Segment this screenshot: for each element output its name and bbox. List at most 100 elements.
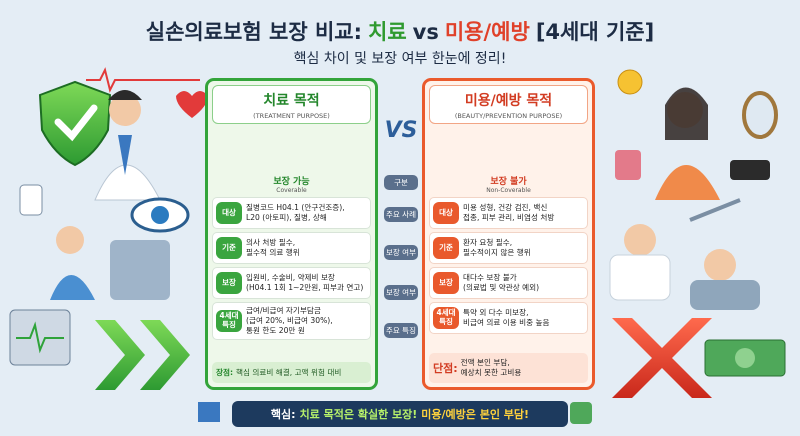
title-beauty: 미용/예방: [444, 20, 530, 44]
row-text: 대다수 보장 불가 (의료법 및 약관상 예외): [463, 273, 539, 293]
syringe: [689, 198, 741, 222]
doctor-coat: [94, 164, 161, 201]
info-row: 4세대 특징 급여/비급여 자기부담금 (급여 20%, 비급여 30%), 통원 한…: [212, 302, 371, 340]
coin: [617, 69, 643, 95]
row-line: 필수적이지 않은 행위: [463, 248, 531, 257]
row-label: 4세대 특징: [216, 309, 242, 332]
row-line: (H04.1 1회 1~2만원, 피부과 연고): [246, 283, 364, 292]
chevron: [95, 320, 145, 390]
money-mark: [735, 348, 755, 368]
info-row: 대상 미용 성형, 건강 검진, 백신 접종, 피부 관리, 비염성 처방: [429, 197, 588, 229]
doctor-hair: [108, 90, 142, 100]
panel-header: 미용/예방 목적 (BEAUTY/PREVENTION PURPOSE): [429, 85, 588, 124]
row-text: 미용 성형, 건강 검진, 백신 접종, 피부 관리, 비염성 처방: [463, 203, 554, 223]
panel-title: 치료 목적: [263, 93, 320, 109]
monitor-line: [16, 321, 64, 354]
chevron: [140, 320, 190, 390]
patient-body: [50, 275, 95, 300]
row-line: 미용 성형, 건강 검진, 백신: [463, 203, 548, 213]
woman-hair: [665, 87, 708, 140]
doctor-tie: [118, 135, 132, 175]
subtitle: 핵심 차이 및 보장 여부 한눈에 정리!: [293, 51, 507, 67]
shield: [38, 80, 112, 167]
check: [54, 104, 98, 142]
row-line: 통원 한도 20만 원: [246, 325, 305, 335]
title: 실손의료보험 보장 비교: 치료 vs 미용/예방 [4세대 기준]: [0, 16, 800, 46]
coverage-status: 보장 가능: [273, 177, 310, 187]
info-row: 보장 대다수 보장 불가 (의료법 및 약관상 예외): [429, 267, 588, 299]
row-line: 비급여 의료 이용 비중 높음: [463, 318, 550, 327]
footer-label: 핵심:: [270, 408, 296, 421]
row-line: 급여/비급여 자기부담금: [246, 306, 321, 315]
criteria-label: 주요 특징: [384, 323, 418, 338]
row-line: (급여 20%, 비급여 30%),: [246, 315, 333, 325]
monitor: [9, 309, 71, 366]
beauty-panel: 미용/예방 목적 (BEAUTY/PREVENTION PURPOSE) 보장 불가…: [422, 78, 595, 390]
chair: [690, 280, 760, 310]
summary-label: 단점:: [433, 362, 458, 376]
row-line: 환자 요청 필수,: [463, 238, 513, 248]
panel-subtitle: (BEAUTY/PREVENTION PURPOSE): [454, 112, 563, 120]
row-line: 의사 처방 필수,: [246, 238, 296, 248]
row-line: 특약 외 다수 미보장,: [463, 308, 529, 318]
row-label: 기준: [216, 237, 242, 259]
criteria-label: 주요 사례: [384, 207, 418, 222]
row-line: 질병코드 H04.1 (안구건조증),: [246, 203, 345, 213]
summary-label: 장점:: [216, 368, 234, 377]
title-text: 실손의료보험 보장 비교:: [145, 20, 363, 44]
title-text: [4세대 기준]: [535, 20, 655, 44]
summary-text: 전액 본인 부담, 예상치 못한 고비용: [460, 358, 522, 378]
red-x: [612, 318, 712, 398]
info-row: 기준 환자 요청 필수, 필수적이지 않은 행위: [429, 232, 588, 264]
heartbeat: [86, 67, 200, 93]
info-row: 기준 의사 처방 필수, 필수적 의료 행위: [212, 232, 371, 264]
coverage-status: 보장 불가: [490, 177, 527, 187]
footer-beauty: 미용/예방은 본인 부담!: [421, 408, 530, 421]
row-line: L20 (아토피), 질병, 상해: [246, 213, 327, 222]
row-label: 4세대 특징: [433, 307, 459, 329]
row-text: 질병코드 H04.1 (안구건조증), L20 (아토피), 질병, 상해: [246, 203, 345, 223]
woman-body: [655, 165, 720, 200]
row-line: (의료법 및 약관상 예외): [463, 283, 540, 292]
heart: [176, 91, 208, 118]
panel-title: 미용/예방 목적: [464, 93, 553, 109]
title-vs: vs: [412, 20, 439, 44]
panel-subtitle: (TREATMENT PURPOSE): [253, 112, 330, 120]
row-line: 입원비, 수술비, 약제비 보장: [246, 273, 335, 283]
row-line: 필수적 의료 행위: [246, 248, 300, 257]
gauge-space: [212, 124, 371, 174]
footer-treatment: 치료 목적은 확실한 보장!: [299, 408, 418, 421]
compact: [730, 160, 770, 180]
patient-head: [56, 226, 84, 254]
money-icon: [570, 402, 592, 424]
row-label: 보장: [433, 272, 459, 294]
row-text: 특약 외 다수 미보장, 비급여 의료 이용 비중 높음: [463, 308, 550, 328]
nurse: [19, 184, 43, 216]
row-text: 의사 처방 필수, 필수적 의료 행위: [246, 238, 300, 258]
row-line: 접종, 피부 관리, 비염성 처방: [463, 213, 555, 222]
mirror: [742, 91, 778, 139]
gauge-space: [429, 124, 588, 174]
criteria-label: 보장 여부: [384, 285, 418, 300]
info-row: 대상 질병코드 H04.1 (안구건조증), L20 (아토피), 질병, 상해: [212, 197, 371, 229]
row-text: 환자 요청 필수, 필수적이지 않은 행위: [463, 238, 531, 258]
panel-header: 치료 목적 (TREATMENT PURPOSE): [212, 85, 371, 124]
cosmetic: [615, 150, 641, 180]
info-row: 보장 입원비, 수술비, 약제비 보장 (H04.1 1회 1~2만원, 피부과 연…: [212, 267, 371, 299]
treatment-panel: 치료 목적 (TREATMENT PURPOSE) 보장 가능 Coverable 대상…: [205, 78, 378, 390]
row-label: 대상: [433, 202, 459, 224]
face-head: [624, 224, 656, 256]
pupil: [151, 206, 169, 224]
footer-banner: 핵심: 치료 목적은 확실한 보장! 미용/예방은 본인 부담!: [232, 401, 568, 427]
face-head: [704, 249, 736, 281]
row-label: 보장: [216, 272, 242, 294]
robe: [609, 254, 671, 301]
criteria-label: 구분: [384, 175, 418, 190]
vs-label: VS: [384, 118, 418, 143]
summary-text: 핵심 의료비 해결, 고액 위험 대비: [236, 367, 342, 377]
row-label: 대상: [216, 202, 242, 224]
info-row: 4세대 특징 특약 외 다수 미보장, 비급여 의료 이용 비중 높음: [429, 302, 588, 334]
title-treatment: 치료: [368, 20, 407, 44]
